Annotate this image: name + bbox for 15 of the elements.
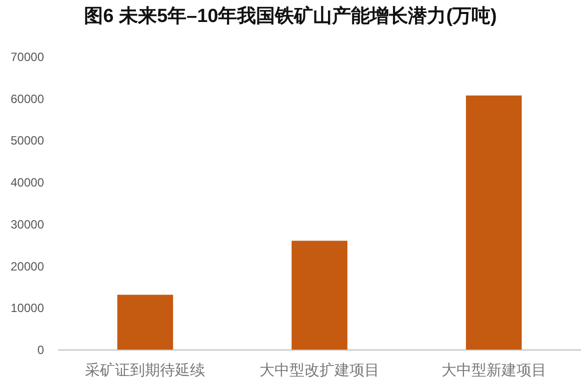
y-tick-label: 40000 — [10, 176, 44, 190]
y-tick-label: 30000 — [10, 217, 44, 232]
y-tick-label: 50000 — [10, 134, 44, 148]
x-tick-label: 大中型新建项目 — [441, 362, 546, 379]
bar — [466, 96, 522, 350]
chart-title: 图6 未来5年–10年我国铁矿山产能增长潜力(万吨) — [84, 5, 497, 27]
y-tick-label: 60000 — [10, 92, 44, 106]
x-tick-label: 采矿证到期待延续 — [85, 362, 206, 379]
y-tick-label: 70000 — [10, 50, 44, 64]
y-tick-label: 0 — [37, 343, 44, 357]
bar — [117, 294, 174, 350]
y-tick-label: 10000 — [10, 301, 44, 316]
y-tick-label: 20000 — [10, 259, 44, 274]
x-tick-label: 大中型改扩建项目 — [260, 362, 380, 379]
bar — [292, 240, 348, 350]
